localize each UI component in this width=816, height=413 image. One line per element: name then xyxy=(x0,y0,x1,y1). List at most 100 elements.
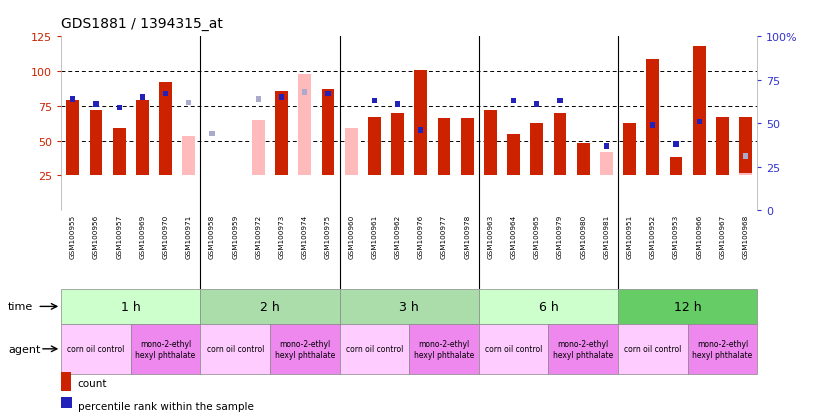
Text: GSM100956: GSM100956 xyxy=(93,215,99,259)
Bar xyxy=(743,154,748,160)
Bar xyxy=(94,102,99,108)
Bar xyxy=(201,289,339,324)
Text: GSM100965: GSM100965 xyxy=(534,215,540,259)
Bar xyxy=(61,289,201,324)
Bar xyxy=(670,158,682,176)
Bar xyxy=(415,71,428,176)
Bar xyxy=(252,121,265,176)
Bar xyxy=(600,152,613,176)
Bar xyxy=(437,119,450,176)
Bar xyxy=(302,90,308,95)
Bar xyxy=(511,99,517,104)
Bar xyxy=(716,118,729,176)
Text: GSM100980: GSM100980 xyxy=(580,215,586,259)
Bar xyxy=(299,75,311,176)
Bar xyxy=(673,142,679,147)
Bar xyxy=(739,118,752,176)
Bar xyxy=(186,100,192,106)
Text: mono-2-ethyl
hexyl phthalate: mono-2-ethyl hexyl phthalate xyxy=(692,339,752,358)
Bar xyxy=(61,324,131,374)
Text: GSM100953: GSM100953 xyxy=(673,215,679,259)
Bar xyxy=(322,90,335,176)
Bar xyxy=(326,92,330,97)
Text: count: count xyxy=(78,378,107,388)
Text: mono-2-ethyl
hexyl phthalate: mono-2-ethyl hexyl phthalate xyxy=(553,339,614,358)
Text: mono-2-ethyl
hexyl phthalate: mono-2-ethyl hexyl phthalate xyxy=(135,339,196,358)
Text: corn oil control: corn oil control xyxy=(67,344,125,354)
Text: GSM100969: GSM100969 xyxy=(140,215,145,259)
Text: GSM100971: GSM100971 xyxy=(186,215,192,259)
Text: corn oil control: corn oil control xyxy=(346,344,403,354)
Text: GSM100967: GSM100967 xyxy=(720,215,725,259)
Bar xyxy=(117,105,122,111)
Text: GSM100974: GSM100974 xyxy=(302,215,308,259)
Bar xyxy=(604,144,609,149)
Text: GSM100968: GSM100968 xyxy=(743,215,748,259)
Bar xyxy=(553,114,566,176)
Bar xyxy=(618,289,757,324)
Text: corn oil control: corn oil control xyxy=(624,344,681,354)
Text: GSM100951: GSM100951 xyxy=(627,215,632,259)
Text: GDS1881 / 1394315_at: GDS1881 / 1394315_at xyxy=(61,17,223,31)
Text: GSM100979: GSM100979 xyxy=(557,215,563,259)
Bar xyxy=(618,324,688,374)
Text: 2 h: 2 h xyxy=(260,300,280,313)
Bar xyxy=(577,144,590,176)
Text: GSM100961: GSM100961 xyxy=(371,215,378,259)
Text: GSM100959: GSM100959 xyxy=(233,215,238,259)
Bar xyxy=(646,59,659,176)
Bar xyxy=(508,134,520,176)
Bar xyxy=(534,102,539,108)
Bar xyxy=(113,129,126,176)
Bar xyxy=(339,324,409,374)
Text: mono-2-ethyl
hexyl phthalate: mono-2-ethyl hexyl phthalate xyxy=(275,339,335,358)
Text: corn oil control: corn oil control xyxy=(206,344,264,354)
Bar xyxy=(409,324,479,374)
Text: agent: agent xyxy=(8,344,41,354)
Bar xyxy=(159,83,172,176)
Bar xyxy=(693,47,706,176)
Bar xyxy=(391,114,404,176)
Bar xyxy=(90,111,102,176)
Bar xyxy=(270,324,339,374)
Text: GSM100964: GSM100964 xyxy=(511,215,517,259)
Text: 6 h: 6 h xyxy=(539,300,558,313)
Bar xyxy=(557,99,562,104)
Bar xyxy=(697,119,702,125)
Bar xyxy=(210,131,215,137)
Bar xyxy=(461,119,473,176)
Text: GSM100955: GSM100955 xyxy=(70,215,76,259)
Text: GSM100972: GSM100972 xyxy=(255,215,261,259)
Text: GSM100973: GSM100973 xyxy=(278,215,285,259)
Bar xyxy=(372,99,377,104)
Bar xyxy=(395,102,400,108)
Bar xyxy=(140,95,145,101)
Bar xyxy=(136,101,149,176)
Bar xyxy=(479,324,548,374)
Bar xyxy=(183,137,195,176)
Bar xyxy=(530,123,543,176)
Text: GSM100976: GSM100976 xyxy=(418,215,424,259)
Bar xyxy=(479,289,618,324)
Bar xyxy=(419,128,424,134)
Bar xyxy=(368,118,381,176)
Text: GSM100958: GSM100958 xyxy=(209,215,215,259)
Bar xyxy=(339,289,479,324)
Bar xyxy=(70,97,75,102)
Bar xyxy=(739,173,752,176)
Text: GSM100960: GSM100960 xyxy=(348,215,354,259)
Text: GSM100963: GSM100963 xyxy=(487,215,494,259)
Bar xyxy=(650,123,655,128)
Text: GSM100977: GSM100977 xyxy=(441,215,447,259)
Text: 12 h: 12 h xyxy=(674,300,702,313)
Text: GSM100975: GSM100975 xyxy=(325,215,331,259)
Text: GSM100962: GSM100962 xyxy=(395,215,401,259)
Bar xyxy=(623,123,636,176)
Bar xyxy=(256,97,261,102)
Bar xyxy=(275,91,288,176)
Text: GSM100970: GSM100970 xyxy=(162,215,169,259)
Bar xyxy=(131,324,201,374)
Bar xyxy=(688,324,757,374)
Text: time: time xyxy=(8,301,33,312)
Text: 1 h: 1 h xyxy=(121,300,140,313)
